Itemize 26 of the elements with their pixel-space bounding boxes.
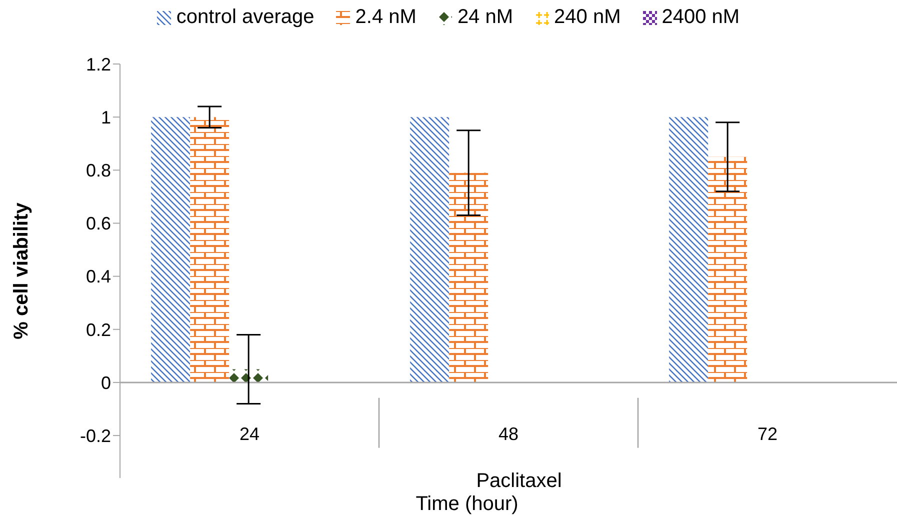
legend-label: 2.4 nM	[355, 6, 416, 29]
y-tick-label: 0.2	[86, 320, 111, 340]
bar	[449, 172, 488, 382]
bar	[669, 117, 708, 382]
legend-label: 24 nM	[457, 6, 514, 29]
x-tick-label: 24	[239, 424, 260, 444]
x-tick-label: 72	[757, 424, 778, 444]
legend-label: 2400 nM	[662, 6, 740, 29]
bar	[410, 117, 450, 382]
bar	[190, 117, 230, 382]
annotation: Paclitaxel	[476, 470, 562, 493]
y-tick-label: 0.4	[86, 266, 111, 287]
legend-label: control average	[176, 6, 314, 29]
y-tick-label: -0.2	[80, 426, 111, 446]
x-tick-label: 48	[498, 424, 519, 444]
y-tick-label: 1	[100, 107, 111, 128]
y-tick-label: 0.6	[86, 214, 111, 234]
x-axis-title: Time (hour)	[416, 493, 518, 516]
legend-label: 240 nM	[554, 6, 621, 29]
y-tick-label: 0.8	[86, 160, 111, 181]
y-tick-label: 0	[100, 372, 111, 393]
bar	[708, 156, 748, 382]
bar	[229, 369, 268, 382]
y-tick-label: 1.2	[86, 54, 111, 74]
y-axis-title: % cell viability	[10, 202, 34, 340]
bar	[151, 117, 190, 382]
